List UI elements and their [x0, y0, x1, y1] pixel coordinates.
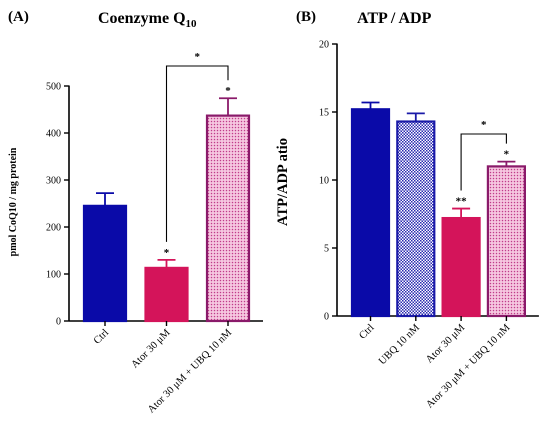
panel-b-ytick-label: 20	[319, 40, 329, 51]
panel-a-bar	[82, 204, 128, 323]
panel-b-ylabel: ATP/ADP atio	[275, 138, 291, 226]
panel-a-ytick-label: 400	[46, 129, 61, 140]
panel-a-comparison-label: *	[195, 51, 201, 63]
panel-b-bar	[396, 120, 436, 318]
panel-a-letter: (A)	[8, 9, 29, 25]
panel-b-bar	[441, 216, 481, 318]
panel-b-bar	[486, 165, 526, 318]
panel-b-letter: (B)	[296, 9, 316, 25]
panel-a-ytick-label: 0	[56, 317, 61, 328]
panel-a-ytick-label: 100	[46, 270, 61, 281]
panel-b-significance-marker: *	[504, 149, 510, 161]
panel-a-significance-marker: *	[164, 247, 170, 259]
panel-a-ytick-label: 300	[46, 176, 61, 187]
panel-a-ytick-label: 500	[46, 82, 61, 93]
panel-a-ytick-label: 200	[46, 223, 61, 234]
panel-b-category-label: Ator 30 μM	[424, 322, 468, 366]
panel-a-category-label: Ctrl	[92, 327, 111, 346]
panel-b-ytick-label: 0	[324, 312, 329, 323]
panel-b-comparison-label: *	[481, 119, 487, 131]
panel-a-bar	[205, 114, 251, 323]
panel-a-ylabel: pmol CoQ10 / mg protein	[8, 147, 19, 256]
panel-b-category-label: Ctrl	[357, 322, 376, 341]
panel-b-plot: 0 5 10 15 20 Ctrl UBQ 10 nM ** Ator 30 μM * Ator 3…	[319, 40, 539, 411]
panel-a-title-main: Coenzyme Q	[98, 10, 186, 27]
panel-a-title: Coenzyme Q10	[98, 10, 197, 30]
panel-b-bar	[350, 108, 391, 318]
panel-b-ytick-label: 10	[319, 176, 329, 187]
panel-a-comparison-bracket	[165, 65, 229, 242]
panel-b-ytick-label: 15	[319, 108, 329, 119]
panel-a-title-sub: 10	[186, 18, 198, 30]
panel-b-category-label: UBQ 10 nM	[377, 322, 422, 367]
panel-a-bar	[144, 266, 189, 323]
panel-b-ytick-label: 5	[324, 244, 329, 255]
panel-b-category-label: Ator 30 μM + UBQ 10 nM	[424, 322, 513, 411]
panel-b-comparison-bracket	[460, 133, 507, 191]
panel-b-title: ATP / ADP	[357, 10, 432, 27]
panel-a-significance-marker: *	[225, 85, 231, 97]
panel-a-category-label: Ator 30 μM	[130, 327, 174, 371]
panel-b-significance-marker: **	[456, 196, 468, 208]
